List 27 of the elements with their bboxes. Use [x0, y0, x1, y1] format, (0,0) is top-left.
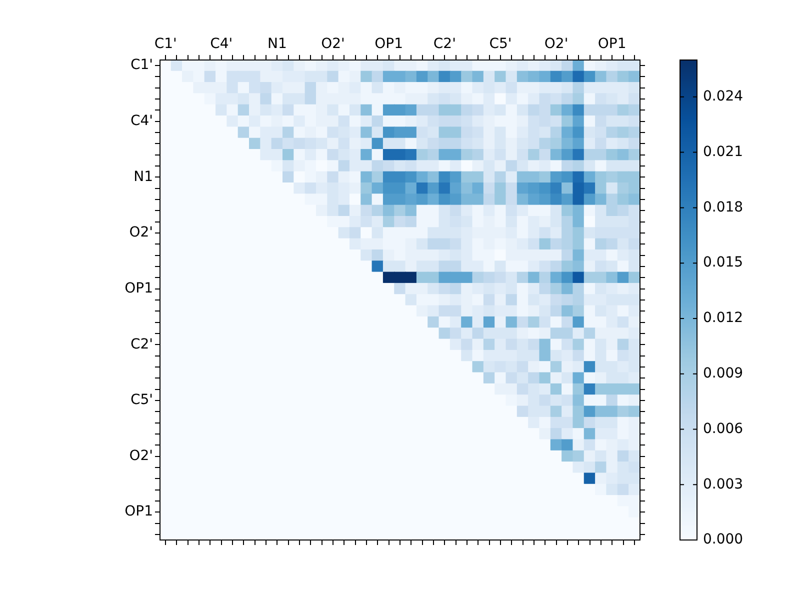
- color-bar-label: 0.012: [703, 310, 744, 326]
- color-bar-label: 0.000: [703, 532, 744, 548]
- color-bar-label: 0.024: [703, 88, 744, 105]
- color-bar-label: 0.021: [703, 144, 744, 160]
- x-tick-label: C1': [154, 36, 177, 52]
- color-bar-label: 0.018: [703, 199, 744, 216]
- y-tick-label: OP1: [124, 504, 153, 520]
- y-tick-label: C5': [130, 392, 153, 408]
- color-bar-label: 0.006: [703, 420, 744, 437]
- y-tick-label: N1: [134, 168, 153, 185]
- y-tick-label: O2': [129, 448, 153, 464]
- y-tick-label: OP1: [124, 280, 153, 296]
- x-tick-label: O2': [321, 36, 345, 52]
- color-bar-label: 0.015: [703, 254, 744, 271]
- color-bar-label: 0.009: [703, 365, 744, 382]
- x-tick-label: O2': [544, 36, 568, 52]
- x-tick-label: C4': [210, 36, 233, 52]
- y-tick-label: O2': [129, 224, 153, 241]
- color-bar-label: 0.003: [703, 476, 744, 492]
- x-tick-label: OP1: [374, 36, 404, 52]
- y-tick-label: C1': [130, 57, 153, 74]
- x-tick-label: C2': [433, 36, 456, 52]
- y-tick-label: C2': [130, 336, 153, 352]
- x-tick-label: N1: [268, 36, 287, 52]
- y-tick-label: C4': [130, 113, 153, 130]
- x-tick-label: OP1: [598, 36, 626, 52]
- x-tick-label: C5': [489, 36, 512, 52]
